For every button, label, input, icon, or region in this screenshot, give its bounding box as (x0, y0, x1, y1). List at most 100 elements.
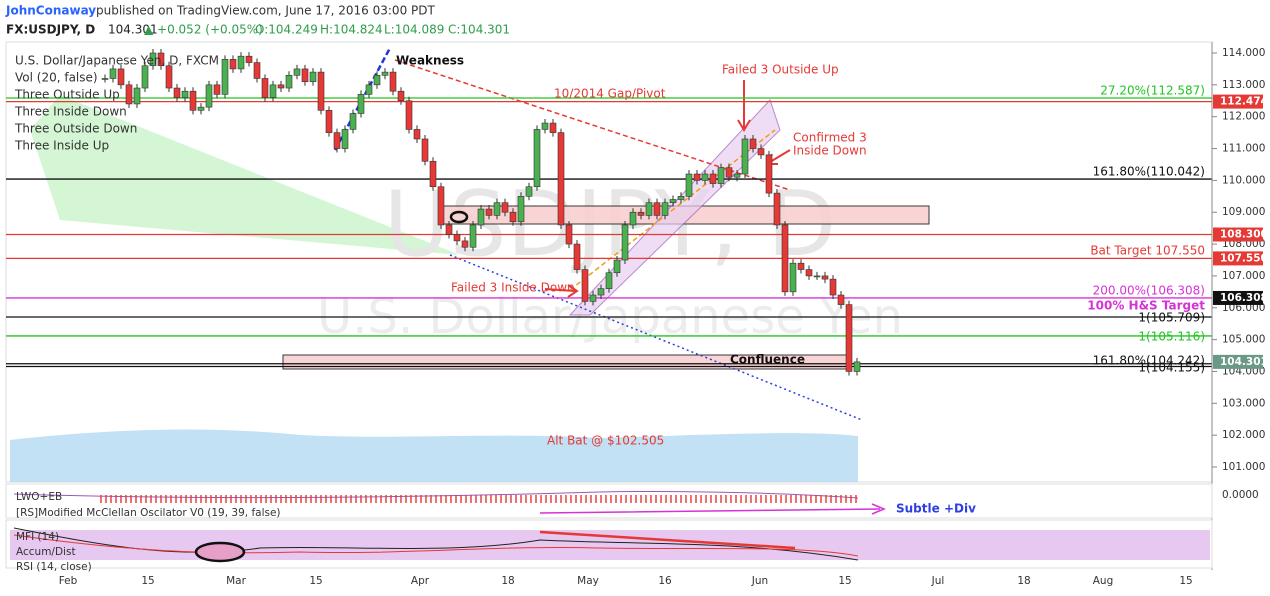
price-badge (1213, 227, 1263, 242)
candle (565, 224, 573, 245)
candle (549, 122, 557, 133)
price-tick-label: 110.000 (1222, 174, 1265, 186)
osc-title: LWO+EB (16, 491, 62, 503)
candle (389, 71, 397, 92)
candle (701, 173, 709, 181)
candle (853, 361, 861, 372)
annotation: 1(104.155) (1138, 361, 1205, 375)
candle (597, 288, 605, 296)
time-tick-label: 18 (501, 575, 514, 587)
candle (301, 68, 309, 82)
candle (101, 78, 109, 80)
candle (781, 224, 789, 293)
rsi-line (13, 534, 859, 557)
candle (797, 262, 805, 270)
candle (517, 196, 525, 223)
legend-item: U.S. Dollar/Japanese Yen, D, FXCM (15, 54, 219, 68)
candle (189, 90, 197, 111)
price-tick-label: 102.000 (1222, 429, 1265, 441)
candle (245, 55, 253, 63)
candle (501, 202, 509, 213)
candle (213, 84, 221, 95)
candle (381, 71, 389, 76)
candle (757, 148, 765, 156)
candle (405, 100, 413, 130)
annotation: Weakness (396, 54, 464, 68)
annotation: 100% H&S Target (1087, 299, 1205, 313)
candle (469, 224, 477, 248)
price-badge-label: 104.301 (1220, 356, 1268, 368)
candle (373, 74, 381, 86)
annotation: Alt Bat @ $102.505 (547, 434, 664, 448)
candle (573, 243, 581, 270)
candle (349, 113, 357, 130)
candle (725, 167, 733, 178)
candle (541, 122, 549, 130)
candle (117, 68, 125, 86)
candle (365, 84, 373, 95)
author[interactable]: JohnConaway (5, 4, 96, 18)
annotation: Bat Target 107.550 (1090, 244, 1205, 258)
candle (437, 186, 445, 226)
candle (677, 196, 685, 200)
candle (613, 259, 621, 274)
candle (221, 59, 229, 95)
arrow (544, 284, 579, 298)
candle (413, 129, 421, 140)
trendline (449, 254, 863, 421)
candle (333, 132, 341, 149)
candle (461, 240, 469, 248)
candle (749, 138, 757, 149)
symbol: FX:USDJPY, D (6, 23, 95, 37)
main-chart: 114.000 113.000 112.000 111.000 110.000 109.0… (6, 47, 1268, 473)
marker (194, 541, 246, 563)
osc-subtitle: [RS]Modified McClellan Oscilator V0 (19,… (16, 507, 281, 519)
candle (525, 186, 533, 197)
trendline (569, 129, 776, 291)
time-tick-label: 15 (141, 575, 154, 587)
candle (445, 224, 453, 235)
candle (421, 138, 429, 162)
candle (493, 202, 501, 216)
annotation: Inside Down (793, 144, 867, 158)
price-tick-label: 114.000 (1222, 47, 1265, 59)
candle (157, 52, 165, 67)
annotation: 161.80%(104.242) (1093, 354, 1205, 368)
low: L:104.089 (384, 23, 444, 37)
candle (141, 65, 149, 89)
mfi-label: MFI (14) (16, 531, 59, 543)
price-badge (1213, 290, 1263, 305)
annotation: 27.20%(112.587) (1100, 84, 1205, 98)
trendline (539, 530, 796, 550)
price-badge (1213, 251, 1263, 266)
candle (805, 269, 813, 277)
time-tick-label: 15 (309, 575, 322, 587)
candle (789, 262, 797, 293)
time-axis: Feb 15 Mar 15 Apr 18 May 16 Jun 15 Jul 18 Aug 15 (59, 575, 1193, 587)
candle (557, 132, 565, 226)
candle (837, 294, 845, 305)
price-tick-label: 109.000 (1222, 206, 1265, 218)
close: C:104.301 (448, 23, 510, 37)
candle (693, 173, 701, 181)
candle (277, 84, 285, 89)
candle (285, 74, 293, 89)
time-tick-label: Jul (931, 575, 945, 587)
candle (477, 208, 485, 226)
annotation: 1(105.709) (1138, 311, 1205, 325)
candle (509, 211, 517, 223)
candle (765, 154, 773, 194)
candle (205, 84, 213, 108)
time-tick-label: Mar (226, 575, 246, 587)
mfi-labels: MFI (14) Accum/Dist RSI (14, close) (16, 531, 92, 573)
channel (568, 99, 781, 316)
time-tick-label: 15 (838, 575, 851, 587)
osc-zero: 0.0000 (1222, 489, 1259, 501)
price-tick-label: 103.000 (1222, 397, 1265, 409)
price-badge-label: 112.474 (1220, 96, 1268, 108)
candle (397, 90, 405, 102)
price-badge-label: 108.300 (1220, 229, 1268, 241)
marker (449, 210, 469, 224)
candle (165, 65, 173, 89)
time-tick-label: 15 (1179, 575, 1192, 587)
